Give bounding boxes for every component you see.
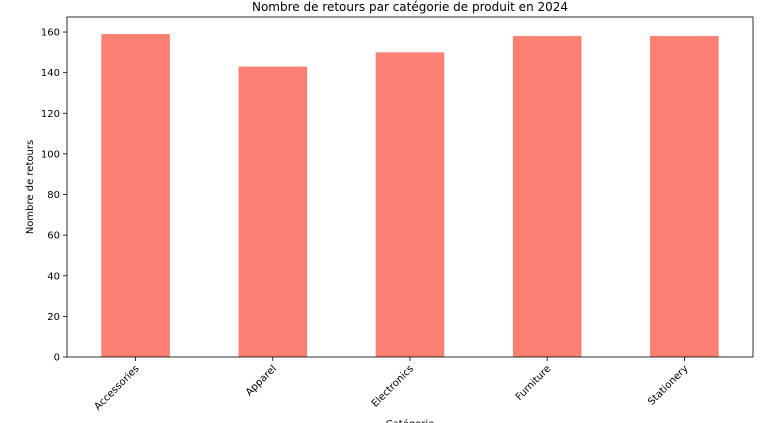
y-tick-label: 0 — [54, 353, 60, 364]
x-tick-label: Accessories — [93, 363, 142, 412]
y-tick-label: 80 — [47, 190, 60, 201]
bar — [375, 52, 445, 357]
y-tick-label: 60 — [47, 231, 60, 242]
bar — [650, 36, 719, 358]
y-tick-label: 160 — [41, 28, 60, 39]
chart-title: Nombre de retours par catégorie de produ… — [252, 0, 568, 14]
x-axis-label: Catégorie — [386, 418, 435, 423]
bar — [238, 66, 308, 357]
y-axis-label: Nombre de retours — [25, 140, 36, 234]
x-tick-label: Furniture — [514, 363, 554, 403]
y-tick-label: 120 — [41, 109, 60, 120]
x-tick-label: Stationery — [646, 363, 690, 407]
y-tick-label: 40 — [47, 271, 60, 282]
y-tick-label: 140 — [41, 68, 60, 79]
plot-frame — [66, 16, 754, 358]
x-tick-label: Electronics — [370, 363, 416, 409]
x-tick-label: Apparel — [244, 363, 279, 398]
y-tick-label: 100 — [41, 149, 60, 160]
bar — [512, 36, 582, 358]
bar — [101, 34, 170, 357]
y-tick-label: 20 — [47, 312, 60, 323]
